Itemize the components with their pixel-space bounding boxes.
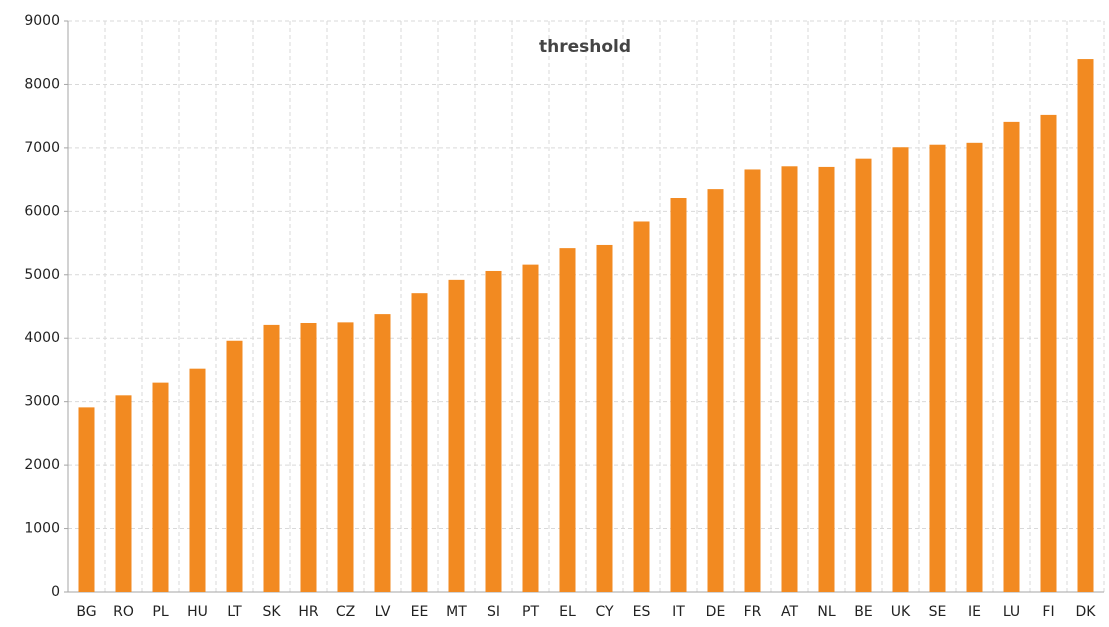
bar [744, 169, 761, 592]
x-tick-label: EE [411, 604, 429, 620]
x-tick-label: PT [522, 604, 539, 620]
x-tick-label: SK [262, 604, 281, 620]
y-tick-label: 7000 [24, 140, 60, 156]
x-tick-label: DE [706, 604, 726, 620]
bar [1077, 59, 1094, 593]
bar [818, 166, 835, 592]
bar [781, 166, 798, 592]
bar [485, 270, 502, 592]
bar [633, 221, 650, 593]
y-tick-label: 0 [51, 584, 60, 600]
bar [596, 244, 613, 592]
bar [707, 189, 724, 592]
x-tick-label: LU [1003, 604, 1020, 620]
x-tick-label: HU [187, 604, 208, 620]
bar [522, 264, 539, 592]
x-tick-label: CY [595, 604, 614, 620]
bar [189, 368, 206, 592]
x-tick-label: ES [633, 604, 651, 620]
y-tick-label: 5000 [24, 267, 60, 283]
x-tick-label: IT [672, 604, 685, 620]
y-tick-label: 9000 [24, 13, 60, 29]
y-tick-label: 3000 [24, 394, 60, 410]
bar [559, 248, 576, 592]
x-tick-label: FR [744, 604, 762, 620]
bar [448, 279, 465, 592]
bar [1040, 114, 1057, 593]
x-tick-label: UK [891, 604, 911, 620]
x-tick-label: IE [968, 604, 981, 620]
x-tick-label: SI [487, 604, 500, 620]
x-tick-label: BE [854, 604, 872, 620]
bar [374, 314, 391, 592]
bar [263, 324, 280, 592]
bar [337, 322, 354, 592]
x-tick-label: RO [113, 604, 134, 620]
bar [1003, 121, 1020, 593]
x-tick-label: BG [76, 604, 96, 620]
y-tick-label: 1000 [24, 521, 60, 537]
bar [670, 198, 687, 592]
x-tick-label: AT [781, 604, 798, 620]
x-tick-label: FI [1042, 604, 1054, 620]
y-tick-label: 4000 [24, 330, 60, 346]
x-tick-label: PL [152, 604, 168, 620]
bar [115, 395, 132, 592]
bar [152, 382, 169, 592]
bar [78, 407, 95, 592]
x-tick-label: LT [227, 604, 242, 620]
x-tick-label: EL [559, 604, 576, 620]
x-tick-label: HR [298, 604, 319, 620]
bar [411, 293, 428, 592]
y-tick-label: 2000 [24, 457, 60, 473]
chart-title: threshold [539, 37, 631, 57]
bar [226, 340, 243, 592]
x-tick-label: NL [817, 604, 835, 620]
x-tick-label: LV [375, 604, 391, 620]
bar [929, 144, 946, 592]
x-tick-label: CZ [336, 604, 355, 620]
x-tick-label: DK [1076, 604, 1097, 620]
x-tick-label: SE [929, 604, 947, 620]
y-tick-label: 8000 [24, 76, 60, 92]
bar [966, 142, 983, 592]
bar [855, 158, 872, 592]
x-tick-label: MT [446, 604, 467, 620]
y-tick-label: 6000 [24, 203, 60, 219]
bar [300, 322, 317, 592]
bar [892, 147, 909, 592]
